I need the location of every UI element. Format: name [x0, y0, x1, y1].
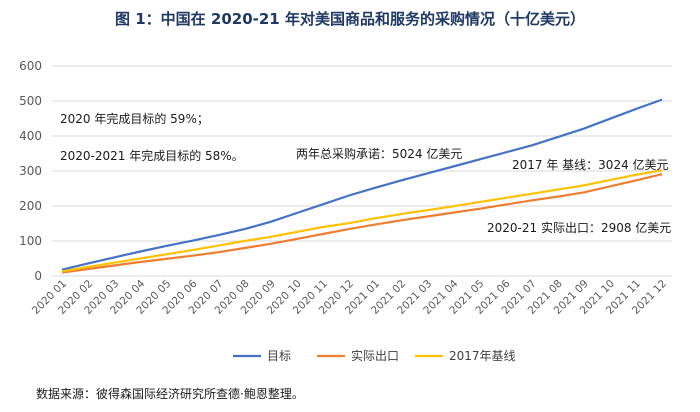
annotation-total-commitment: 两年总采购承诺：5024 亿美元 — [296, 146, 462, 161]
chart-title: 图 1：中国在 2020-21 年对美国商品和服务的采购情况（十亿美元） — [115, 10, 585, 28]
y-tick-label: 0 — [34, 269, 42, 283]
gridlines — [52, 65, 672, 277]
y-axis: 0 100 200 300 400 500 600 — [19, 59, 42, 283]
series-line-0 — [61, 98, 663, 271]
annotation-baseline: 2017 年 基线：3024 亿美元 — [512, 157, 669, 172]
y-tick-label: 200 — [19, 199, 42, 213]
series-line-1 — [61, 173, 663, 274]
series-lines — [61, 98, 663, 274]
annotation-actual-exports: 2020-21 实际出口：2908 亿美元 — [487, 220, 671, 235]
y-tick-label: 400 — [19, 129, 42, 143]
y-tick-label: 300 — [19, 164, 42, 178]
y-tick-label: 100 — [19, 234, 42, 248]
legend-label-1: 实际出口 — [351, 348, 399, 363]
source-note: 数据来源：彼得森国际经济研究所查德·鲍恩整理。 — [36, 386, 304, 401]
legend-label-2: 2017年基线 — [449, 349, 516, 363]
series-line-2 — [61, 169, 663, 273]
legend: 目标 实际出口 2017年基线 — [233, 348, 516, 363]
y-tick-label: 600 — [19, 59, 42, 73]
annotation-2020-pct: 2020 年完成目标的 59%； — [60, 111, 209, 126]
legend-label-0: 目标 — [267, 349, 291, 363]
annotation-2020-2021-pct: 2020-2021 年完成目标的 58%。 — [60, 148, 244, 163]
y-tick-label: 500 — [19, 94, 42, 108]
